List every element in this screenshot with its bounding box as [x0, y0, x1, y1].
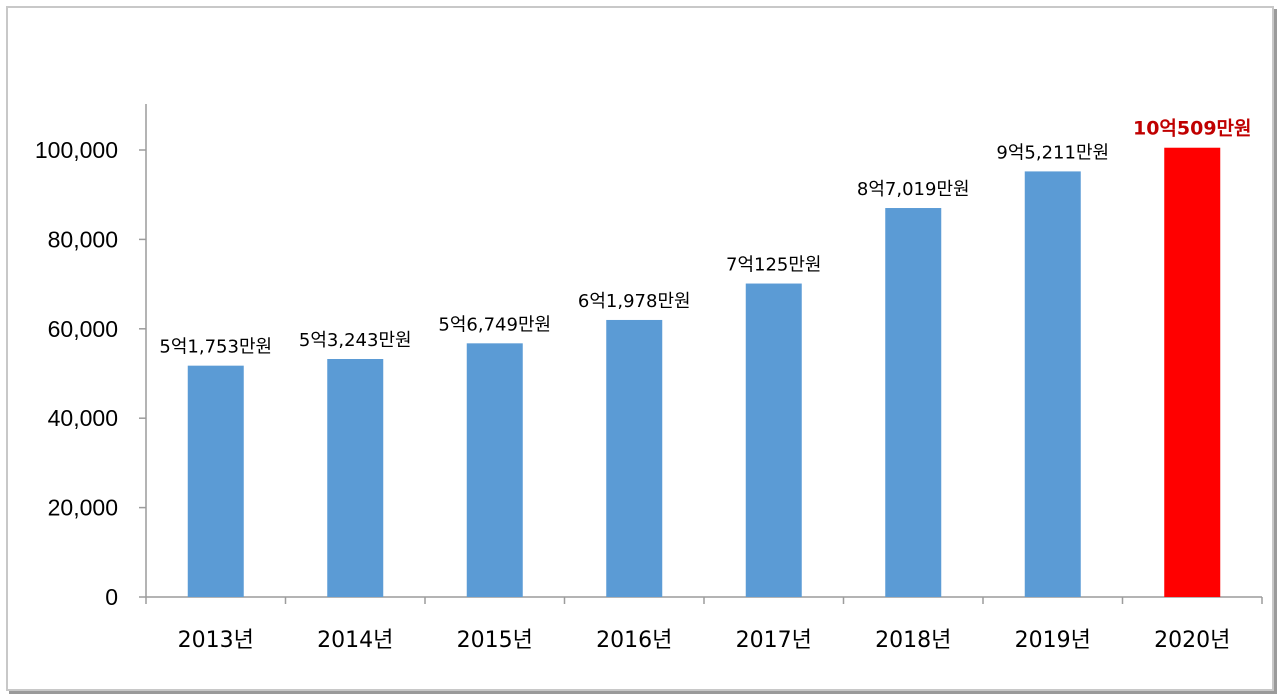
y-tick-label: 0: [105, 584, 118, 610]
x-tick-label: 2020년: [1154, 628, 1230, 653]
chart-labels: 2013년 5억1,753만원 2014년 5억3,243만원 2015년 5억6,749…: [159, 118, 1251, 653]
data-label: 7억125만원: [726, 255, 822, 276]
data-label: 5억6,749만원: [438, 314, 551, 335]
data-label: 9억5,211만원: [996, 142, 1109, 163]
bar-2015: [466, 343, 523, 597]
bar-2019: [1024, 171, 1081, 597]
data-label: 6억1,978만원: [578, 291, 691, 312]
x-tick-label: 2018년: [875, 628, 951, 653]
data-label: 5억1,753만원: [159, 337, 272, 358]
y-tick-label: 60,000: [48, 316, 118, 342]
bar-2017: [745, 283, 802, 597]
bar-2018: [885, 208, 942, 597]
y-tick-label: 100,000: [35, 137, 118, 163]
bar-2013: [187, 365, 244, 597]
x-tick-label: 2015년: [457, 628, 533, 653]
bar-2020: [1164, 147, 1221, 597]
x-tick-label: 2014년: [317, 628, 393, 653]
bar-2014: [327, 359, 384, 597]
x-tick-label: 2013년: [178, 628, 254, 653]
data-label: 5억3,243만원: [299, 330, 412, 351]
x-tick-label: 2016년: [596, 628, 672, 653]
y-tick-label: 40,000: [48, 405, 118, 431]
chart-bars: [187, 147, 1221, 597]
y-tick-label: 80,000: [48, 226, 118, 252]
x-tick-label: 2017년: [736, 628, 812, 653]
data-label: 8억7,019만원: [857, 179, 970, 200]
y-tick-label: 20,000: [48, 495, 118, 521]
bar-2016: [606, 319, 663, 597]
data-label: 10억509만원: [1133, 118, 1252, 140]
x-tick-label: 2019년: [1015, 628, 1091, 653]
